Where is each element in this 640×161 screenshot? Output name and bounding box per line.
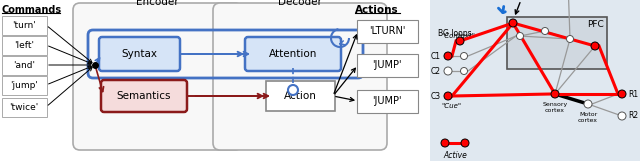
- Text: Actions: Actions: [355, 5, 399, 15]
- Text: C1: C1: [431, 52, 441, 61]
- Circle shape: [618, 112, 626, 120]
- Circle shape: [584, 100, 592, 108]
- Text: R1: R1: [628, 90, 638, 99]
- Text: Syntax: Syntax: [122, 49, 157, 59]
- FancyBboxPatch shape: [266, 81, 335, 111]
- FancyBboxPatch shape: [1, 56, 47, 75]
- Text: 'JUMP': 'JUMP': [372, 60, 402, 70]
- Circle shape: [509, 19, 517, 27]
- Text: "Cue": "Cue": [441, 103, 461, 109]
- Text: Action: Action: [284, 91, 317, 101]
- FancyBboxPatch shape: [213, 3, 387, 150]
- FancyBboxPatch shape: [356, 19, 417, 43]
- FancyBboxPatch shape: [1, 35, 47, 55]
- Circle shape: [461, 139, 469, 147]
- Circle shape: [444, 52, 452, 60]
- Text: Semantics: Semantics: [116, 91, 172, 101]
- Text: 'twice': 'twice': [10, 103, 38, 112]
- Circle shape: [516, 33, 524, 39]
- Text: 'and': 'and': [13, 61, 35, 70]
- Circle shape: [541, 28, 548, 34]
- FancyBboxPatch shape: [1, 76, 47, 95]
- FancyBboxPatch shape: [73, 3, 242, 150]
- Circle shape: [618, 90, 626, 98]
- Circle shape: [566, 35, 573, 43]
- Text: BG loops: BG loops: [438, 28, 472, 38]
- Circle shape: [456, 37, 464, 45]
- Circle shape: [444, 92, 452, 100]
- Circle shape: [441, 139, 449, 147]
- FancyBboxPatch shape: [356, 90, 417, 113]
- Text: Sensory
cortex: Sensory cortex: [542, 102, 568, 113]
- Circle shape: [591, 42, 599, 50]
- Text: "Context": "Context": [441, 33, 475, 39]
- Text: 'LTURN': 'LTURN': [369, 26, 405, 36]
- Text: 'left': 'left': [14, 41, 34, 49]
- Text: C3: C3: [431, 91, 441, 100]
- Text: Motor
cortex: Motor cortex: [578, 112, 598, 123]
- Circle shape: [461, 67, 467, 75]
- Text: Commands: Commands: [2, 5, 62, 15]
- Circle shape: [288, 85, 298, 95]
- FancyBboxPatch shape: [507, 17, 607, 69]
- Text: Active: Active: [443, 151, 467, 160]
- FancyBboxPatch shape: [1, 15, 47, 34]
- FancyBboxPatch shape: [430, 0, 640, 161]
- Text: Attention: Attention: [269, 49, 317, 59]
- Text: Decoder: Decoder: [278, 0, 322, 7]
- Text: 'jump': 'jump': [10, 80, 38, 90]
- Circle shape: [461, 52, 467, 60]
- FancyBboxPatch shape: [245, 37, 341, 71]
- FancyBboxPatch shape: [1, 98, 47, 117]
- Text: PFC: PFC: [588, 20, 604, 29]
- FancyBboxPatch shape: [356, 53, 417, 76]
- FancyArrowPatch shape: [499, 6, 506, 13]
- Text: 'JUMP': 'JUMP': [372, 96, 402, 106]
- Text: Encoder: Encoder: [136, 0, 179, 7]
- FancyBboxPatch shape: [99, 37, 180, 71]
- Circle shape: [551, 90, 559, 98]
- Circle shape: [444, 67, 452, 75]
- Text: C2: C2: [431, 66, 441, 76]
- Text: 'turn': 'turn': [12, 20, 36, 29]
- FancyBboxPatch shape: [101, 80, 187, 112]
- Text: R2: R2: [628, 112, 638, 120]
